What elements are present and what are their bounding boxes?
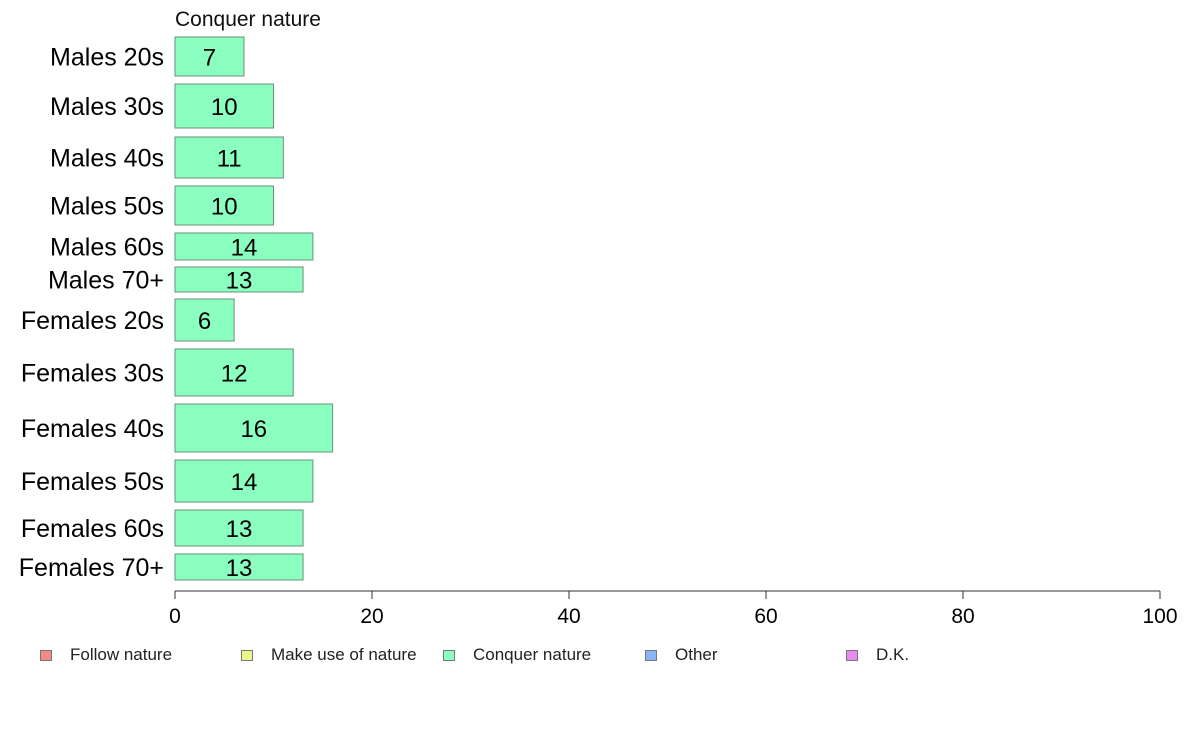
legend-item-conquer-nature: Conquer nature [443, 644, 591, 666]
category-label-males-60s: Males 60s [50, 234, 164, 262]
legend-item-follow-nature: Follow nature [40, 644, 172, 666]
x-tick-label-100: 100 [1142, 605, 1177, 628]
category-label-females-30s: Females 30s [21, 360, 164, 388]
x-tick-label-60: 60 [754, 605, 777, 628]
category-label-females-40s: Females 40s [21, 415, 164, 443]
legend-item-dk: D.K. [846, 644, 909, 666]
legend-swatch-make-use-of-nature [241, 649, 253, 661]
legend-label-make-use-of-nature: Make use of nature [271, 645, 417, 664]
legend-item-make-use-of-nature: Make use of nature [241, 644, 417, 666]
category-label-females-20s: Females 20s [21, 307, 164, 335]
category-label-males-40s: Males 40s [50, 145, 164, 173]
data-label-females-30s: 12 [221, 361, 248, 388]
x-tick-label-40: 40 [557, 605, 580, 628]
bar-females-20s [174, 298, 235, 342]
legend-label-dk: D.K. [876, 645, 910, 664]
legend-item-other: Other [645, 644, 718, 666]
category-label-females-60s: Females 60s [21, 515, 164, 543]
bar-females-40s [174, 403, 334, 453]
data-label-males-20s: 7 [203, 45, 216, 72]
legend-swatch-dk [846, 649, 858, 661]
category-label-males-50s: Males 50s [50, 193, 164, 221]
legend-swatch-other [645, 649, 657, 661]
bar-males-20s [174, 36, 245, 77]
data-label-males-30s: 10 [211, 94, 238, 121]
x-tick-label-0: 0 [169, 605, 181, 628]
data-label-males-40s: 11 [217, 146, 242, 173]
data-label-males-70plus: 13 [226, 268, 253, 295]
bar-males-70plus [174, 266, 304, 293]
legend-label-conquer-nature: Conquer nature [473, 645, 592, 664]
legend-swatch-conquer-nature [443, 649, 455, 661]
category-label-males-70plus: Males 70+ [48, 267, 164, 295]
bar-males-50s [174, 185, 274, 226]
bar-males-40s [174, 136, 284, 179]
category-label-males-30s: Males 30s [50, 93, 164, 121]
data-label-females-50s: 14 [231, 469, 258, 496]
data-label-females-20s: 6 [198, 308, 211, 335]
x-tick-label-80: 80 [951, 605, 974, 628]
chart-title: Conquer nature [175, 8, 321, 31]
bar-females-70plus [174, 553, 304, 581]
data-label-females-70plus: 13 [226, 555, 253, 582]
category-label-females-50s: Females 50s [21, 468, 164, 496]
bar-females-50s [174, 459, 314, 503]
bar-females-30s [174, 348, 294, 397]
data-label-females-60s: 13 [226, 516, 253, 543]
legend-label-follow-nature: Follow nature [70, 645, 173, 664]
legend-label-other: Other [675, 645, 718, 664]
bar-females-60s [174, 509, 304, 547]
category-label-females-70plus: Females 70+ [19, 554, 164, 582]
data-label-males-50s: 10 [211, 194, 238, 221]
data-label-males-60s: 14 [231, 235, 258, 262]
bar-males-60s [174, 232, 314, 261]
data-label-females-40s: 16 [240, 416, 267, 443]
bar-males-30s [174, 83, 274, 129]
x-tick-label-20: 20 [360, 605, 383, 628]
legend-swatch-follow-nature [40, 649, 52, 661]
legend: Follow nature Make use of nature Conquer… [0, 644, 1188, 668]
category-label-males-20s: Males 20s [50, 44, 164, 72]
